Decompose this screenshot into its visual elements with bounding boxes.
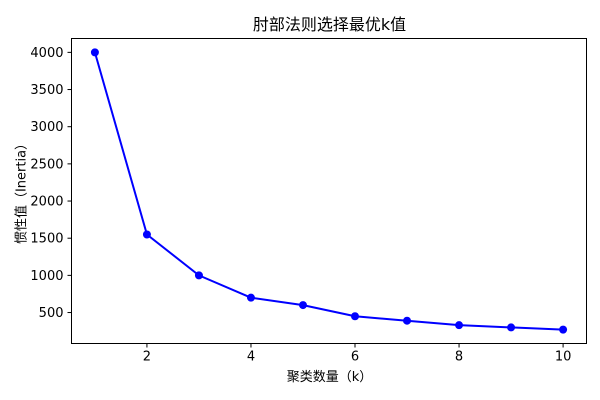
data-point-k10: [559, 325, 568, 334]
y-tick-label: 500: [39, 306, 64, 321]
x-tick-label: 8: [455, 350, 463, 365]
y-tick-label: 2000: [30, 195, 63, 210]
axes-frame: [71, 38, 587, 344]
data-point-k7: [403, 316, 412, 325]
x-axis-label: 聚类数量（k）: [286, 370, 373, 385]
data-point-k5: [298, 301, 307, 310]
y-tick-label: 3500: [30, 83, 63, 98]
y-tick-label: 4000: [30, 46, 63, 61]
y-tick-label: 1000: [30, 269, 63, 284]
y-axis-label: 惯性值（Inertia）: [14, 136, 30, 245]
data-point-k8: [455, 321, 464, 330]
y-tick-label: 1500: [30, 232, 63, 247]
series-line: [93, 51, 565, 331]
y-tick-label: 3000: [30, 120, 63, 135]
data-point-k2: [142, 230, 151, 239]
x-tick-label: 10: [555, 350, 572, 365]
x-tick-label: 4: [247, 350, 255, 365]
x-tick-label: 6: [351, 350, 359, 365]
y-tick-label: 2500: [30, 157, 63, 172]
data-point-k9: [507, 323, 516, 332]
data-point-k4: [246, 293, 255, 302]
data-point-k3: [194, 271, 203, 280]
data-point-k6: [351, 312, 360, 321]
x-tick-label: 2: [143, 350, 151, 365]
data-point-k1: [90, 48, 99, 57]
chart-title: 肘部法则选择最优k值: [252, 15, 407, 34]
